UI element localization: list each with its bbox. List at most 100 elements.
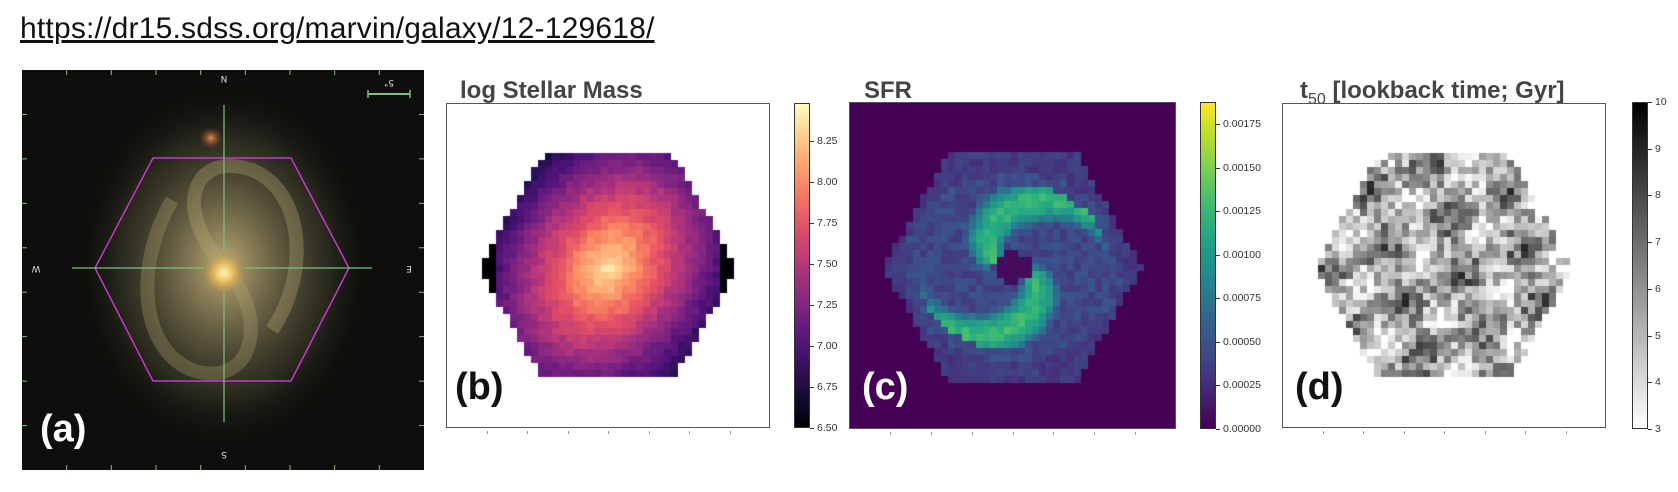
- sfr-colorbar: [1200, 102, 1216, 429]
- colorbar-tick-mark: [1216, 167, 1220, 169]
- axis-tick: [1053, 432, 1055, 435]
- image-border-ticks: [22, 70, 424, 470]
- colorbar-tick-label: 8: [1655, 189, 1661, 202]
- axis-tick: [1525, 431, 1526, 434]
- colorbar-tick-label: 5: [1655, 329, 1661, 342]
- axis-tick: [889, 432, 891, 435]
- colorbar-tick-label: 0.00075: [1223, 292, 1261, 305]
- panel-b-frame: (b): [446, 103, 770, 428]
- panel-c-frame: (c): [849, 102, 1176, 429]
- colorbar-tick-label: 0.00125: [1223, 205, 1261, 218]
- panel-d-frame: (d): [1282, 103, 1606, 428]
- axis-tick: [1363, 431, 1364, 434]
- colorbar-tick-label: 0.00100: [1223, 248, 1261, 261]
- colorbar-tick-mark: [810, 428, 814, 429]
- axis-tick: [1094, 432, 1096, 435]
- colorbar-tick-label: 8.25: [817, 135, 838, 147]
- compass-west: W: [31, 263, 40, 273]
- colorbar-tick-label: 0.00025: [1223, 379, 1261, 392]
- colorbar-tick-label: 0.00175: [1223, 118, 1261, 130]
- axis-tick: [1444, 431, 1445, 434]
- colorbar-tick-mark: [1648, 242, 1652, 244]
- stellar-mass-colorbar: [794, 103, 810, 428]
- axis-tick: [1484, 431, 1486, 434]
- colorbar-tick-mark: [1648, 148, 1652, 150]
- colorbar-tick-label: 0.00150: [1223, 161, 1261, 174]
- axis-tick: [648, 431, 650, 434]
- galaxy-optical-image: 5" N S W E: [22, 70, 424, 470]
- colorbar-tick-mark: [810, 223, 814, 224]
- axis-tick: [930, 432, 932, 435]
- colorbar-tick-mark: [810, 387, 814, 388]
- colorbar-tick-mark: [810, 346, 814, 347]
- colorbar-tick-label: 8.00: [817, 176, 838, 188]
- colorbar-tick-mark: [1216, 254, 1220, 256]
- colorbar-tick-label: 4: [1655, 376, 1661, 389]
- colorbar-tick-mark: [1216, 124, 1220, 125]
- t50-map: [1283, 104, 1605, 427]
- panel-a-sdss-image: 5" N S W E (a): [22, 70, 424, 470]
- compass-east: E: [406, 263, 412, 273]
- panel-a-letter: (a): [40, 408, 87, 450]
- colorbar-tick-mark: [810, 141, 814, 142]
- colorbar-tick-mark: [810, 264, 814, 265]
- colorbar-tick-mark: [1216, 429, 1220, 430]
- colorbar-tick-mark: [1648, 335, 1652, 337]
- stellar-mass-map: [447, 104, 769, 427]
- colorbar-tick-mark: [1216, 385, 1220, 387]
- colorbar-tick-mark: [1648, 195, 1652, 197]
- colorbar-tick-mark: [1216, 341, 1220, 343]
- compass-north: N: [221, 73, 228, 83]
- axis-tick: [486, 431, 488, 434]
- colorbar-tick-mark: [810, 305, 814, 306]
- spiral-arm-2: [140, 196, 258, 381]
- colorbar-tick-mark: [1216, 298, 1220, 300]
- colorbar-tick-label: 0.00000: [1223, 423, 1261, 435]
- sfr-map: [850, 103, 1175, 428]
- axis-tick: [689, 431, 690, 434]
- colorbar-tick-mark: [1216, 211, 1220, 213]
- colorbar-tick-label: 6: [1655, 282, 1661, 295]
- colorbar-tick-label: 10: [1655, 96, 1667, 108]
- galaxy-core: [202, 251, 246, 295]
- colorbar-tick-mark: [810, 182, 814, 183]
- colorbar-tick-label: 7.50: [817, 258, 838, 270]
- colorbar-tick-label: 7.25: [817, 299, 838, 311]
- url-link[interactable]: https://dr15.sdss.org/marvin/galaxy/12-1…: [20, 12, 655, 45]
- scale-bar-label: 5": [384, 77, 394, 87]
- axis-tick: [1135, 432, 1137, 435]
- colorbar-tick-label: 7.75: [817, 217, 838, 229]
- colorbar-tick-mark: [1648, 102, 1652, 103]
- axis-tick: [608, 431, 609, 434]
- colorbar-tick-mark: [1648, 288, 1652, 290]
- axis-tick: [1322, 431, 1324, 434]
- colorbar-tick-label: 9: [1655, 142, 1661, 155]
- panel-b-title: log Stellar Mass: [460, 77, 643, 104]
- panel-d-title-main: t: [1300, 77, 1308, 104]
- t50-colorbar: [1632, 102, 1648, 429]
- colorbar-tick-mark: [1648, 429, 1652, 430]
- panel-c-title: SFR: [864, 77, 912, 104]
- colorbar-tick-label: 3: [1655, 423, 1661, 435]
- axis-tick: [567, 431, 569, 434]
- panel-c-letter: (c): [862, 366, 909, 408]
- colorbar-tick-mark: [1648, 382, 1652, 384]
- axis-tick: [729, 431, 731, 434]
- colorbar-tick-label: 6.50: [817, 422, 838, 434]
- axis-tick: [971, 432, 973, 435]
- compass-south: S: [221, 449, 227, 459]
- foreground-star: [199, 127, 223, 149]
- axis-tick: [527, 431, 528, 434]
- colorbar-tick-label: 6.75: [817, 381, 838, 393]
- panel-d-letter: (d): [1295, 366, 1344, 408]
- panel-b-letter: (b): [455, 366, 504, 408]
- colorbar-tick-label: 7: [1655, 236, 1661, 249]
- colorbar-tick-label: 0.00050: [1223, 335, 1261, 348]
- panel-d-title-rest: [lookback time; Gyr]: [1325, 77, 1565, 104]
- axis-tick: [1403, 431, 1405, 434]
- spiral-arm-1: [187, 159, 304, 334]
- axis-tick: [1565, 431, 1567, 434]
- axis-tick: [1012, 432, 1014, 435]
- panel-d-title: t50 [lookback time; Gyr]: [1300, 77, 1565, 109]
- colorbar-tick-label: 7.00: [817, 340, 838, 352]
